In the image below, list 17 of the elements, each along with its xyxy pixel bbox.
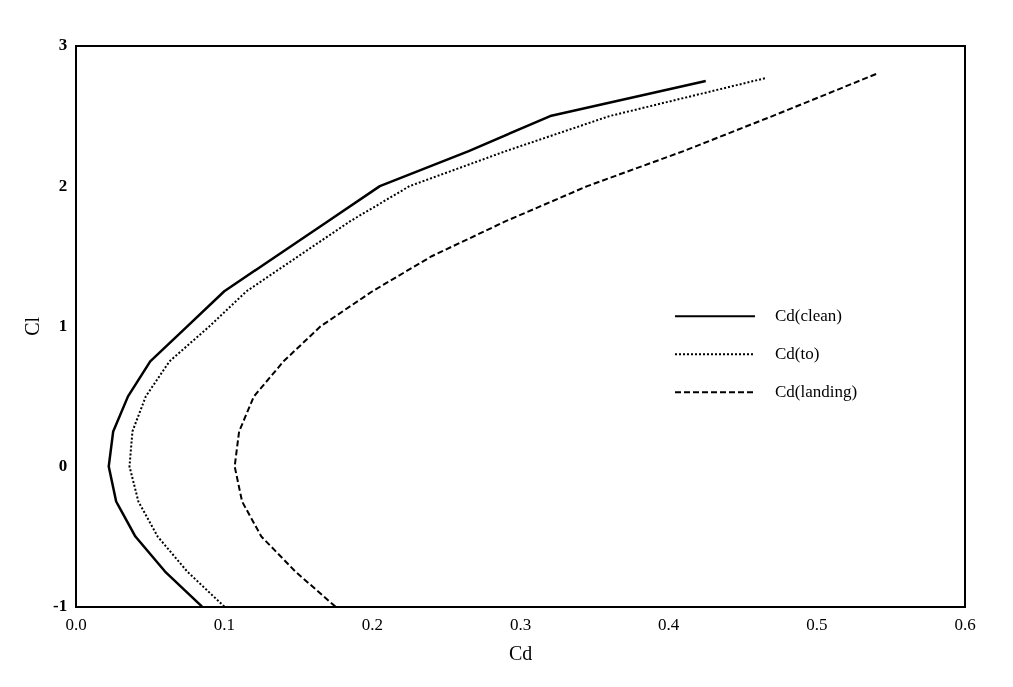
y-tick-label: 2 [58, 175, 68, 195]
x-axis-title: Cd [508, 642, 533, 665]
y-tick-label: 3 [58, 35, 68, 55]
x-tick-label: 0.3 [509, 615, 532, 635]
x-tick-label: 0.6 [954, 615, 976, 635]
y-tick-label: 0 [58, 455, 68, 475]
x-tick-label: 0.2 [361, 615, 384, 635]
legend-label: Cd(to) [775, 343, 820, 363]
x-tick-label: 0.4 [658, 615, 680, 635]
x-tick-label: 0.1 [213, 615, 235, 635]
x-tick-label: 0.5 [806, 615, 828, 635]
legend-label: Cd(clean) [775, 305, 843, 325]
y-tick-label: -1 [52, 595, 68, 615]
y-tick-label: 1 [58, 315, 68, 335]
legend-label: Cd(landing) [775, 381, 858, 401]
x-tick-label: 0.0 [65, 615, 87, 635]
y-axis-title: Cl [21, 316, 44, 336]
